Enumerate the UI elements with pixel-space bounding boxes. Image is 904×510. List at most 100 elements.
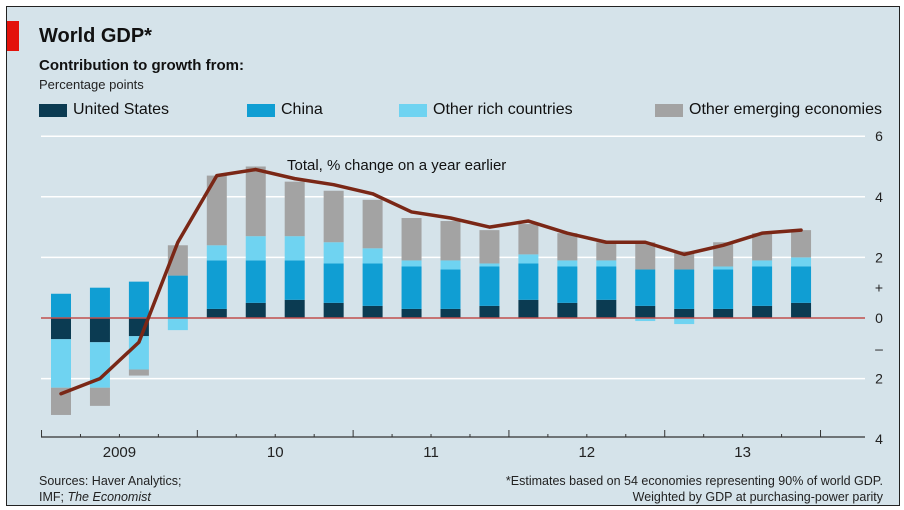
unit-note: Percentage points <box>39 77 144 92</box>
bar-segment-china <box>323 263 344 303</box>
bar-segment-other-emerging-economies <box>128 369 149 376</box>
bar-segment-united-states <box>206 308 227 318</box>
bar-segment-china <box>167 275 188 318</box>
bar-segment-other-rich-countries <box>713 266 734 270</box>
bar-segment-china <box>89 287 110 318</box>
bar-segment-other-emerging-economies <box>752 233 773 261</box>
source-line-1: Sources: Haver Analytics; <box>39 474 182 488</box>
bar-segment-united-states <box>323 302 344 318</box>
bar-segment-china <box>440 269 461 309</box>
bar-segment-united-states <box>752 305 773 318</box>
bar-segment-other-emerging-economies <box>51 387 71 415</box>
bar-segment-united-states <box>440 308 461 318</box>
bar-segment-other-rich-countries <box>596 260 617 267</box>
x-year-label: 2009 <box>103 444 136 461</box>
bar-segment-other-emerging-economies <box>362 199 383 249</box>
total-line <box>59 167 803 396</box>
bar-segment-china <box>791 266 812 303</box>
bar-segment-other-emerging-economies <box>674 251 695 270</box>
bar-segment-united-states <box>674 308 695 318</box>
bar-segment-china <box>401 266 422 309</box>
source-line-2: IMF; The Economist <box>39 489 181 505</box>
x-year-label: 12 <box>578 444 595 461</box>
bar-segment-other-emerging-economies <box>323 190 344 243</box>
chart-title: World GDP* <box>39 25 152 47</box>
footnote-line-2: Weighted by GDP at purchasing-power pari… <box>632 490 883 504</box>
bar-segment-other-emerging-economies <box>440 221 461 261</box>
source-imf: IMF; <box>39 490 68 504</box>
bar-segment-other-emerging-economies <box>518 224 539 255</box>
y-tick-label: 2 <box>875 249 883 265</box>
bar-segment-other-emerging-economies <box>596 242 617 261</box>
bar-segment-united-states <box>596 299 617 318</box>
bar-segment-other-emerging-economies <box>635 242 656 270</box>
legend-swatch-united-states <box>39 103 67 117</box>
bar-segment-china <box>518 263 539 300</box>
source-economist: The Economist <box>67 490 151 504</box>
bar-segment-united-states <box>362 305 383 318</box>
bar-segment-other-rich-countries <box>752 260 773 267</box>
bar-segment-other-rich-countries <box>167 318 188 331</box>
bar-segment-china <box>635 269 656 306</box>
bar-segment-other-rich-countries <box>479 263 500 267</box>
bar-segment-other-emerging-economies <box>401 218 422 261</box>
bar-segment-united-states <box>518 299 539 318</box>
bar-segment-other-rich-countries <box>401 260 422 267</box>
bar-segment-china <box>362 263 383 306</box>
legend-swatch-other-rich <box>399 103 427 117</box>
bar-segment-other-rich-countries <box>128 336 149 370</box>
y-tick-label: 6 <box>875 128 883 144</box>
chart-figure: World GDP* Contribution to growth from: … <box>6 6 900 506</box>
bar-segment-other-emerging-economies <box>479 230 500 264</box>
brand-accent-tab <box>7 21 19 51</box>
bar-segment-united-states <box>479 305 500 318</box>
y-tick-label: – <box>875 340 883 356</box>
bar-segment-china <box>206 260 227 309</box>
bar-segment-united-states <box>557 302 578 318</box>
footnote: *Estimates based on 54 economies represe… <box>506 473 883 505</box>
bar-segment-united-states <box>635 305 656 318</box>
legend-swatch-china <box>247 103 275 117</box>
legend-item-china: China <box>247 101 323 119</box>
bar-segment-united-states <box>791 302 812 318</box>
bar-segment-united-states <box>245 302 266 318</box>
legend-swatch-other-emerging <box>655 103 683 117</box>
bar-segment-china <box>284 260 305 300</box>
y-tick-label: 4 <box>875 189 883 205</box>
bar-segment-other-emerging-economies <box>206 175 227 246</box>
bar-segment-other-emerging-economies <box>791 230 812 258</box>
legend-item-united-states: United States <box>39 101 169 119</box>
footnote-line-1: *Estimates based on 54 economies represe… <box>505 474 883 488</box>
bar-segment-other-rich-countries <box>206 245 227 261</box>
bar-segment-other-rich-countries <box>245 236 266 261</box>
bar-segment-other-rich-countries <box>362 248 383 264</box>
bar-segment-other-emerging-economies <box>557 233 578 261</box>
bar-segment-other-rich-countries <box>674 318 695 325</box>
legend-label-china: China <box>281 101 323 118</box>
legend-label-other-rich: Other rich countries <box>433 101 573 118</box>
y-tick-label: 2 <box>875 371 883 387</box>
bar-segment-china <box>752 266 773 306</box>
bar-segment-united-states <box>51 318 71 340</box>
chart-subtitle: Contribution to growth from: <box>39 57 244 74</box>
bar-segment-other-rich-countries <box>323 242 344 264</box>
bar-segment-china <box>245 260 266 303</box>
bar-segment-other-rich-countries <box>518 254 539 264</box>
bar-segment-other-rich-countries <box>440 260 461 270</box>
bar-segment-united-states <box>284 299 305 318</box>
legend-item-other-emerging: Other emerging economies <box>655 101 882 119</box>
y-tick-label: + <box>875 280 883 296</box>
source-note: Sources: Haver Analytics; IMF; The Econo… <box>39 473 181 505</box>
bar-segment-other-emerging-economies <box>284 181 305 237</box>
x-year-label: 10 <box>267 444 284 461</box>
x-year-label: 13 <box>734 444 751 461</box>
bar-segment-other-rich-countries <box>284 236 305 261</box>
bar-segment-united-states <box>89 318 110 343</box>
bar-segment-other-emerging-economies <box>713 242 734 267</box>
bar-segment-other-rich-countries <box>51 339 71 388</box>
bar-segment-other-rich-countries <box>89 342 110 388</box>
chart-plot-area: 6 4 2 +0 – 2 4 Total, % change on a year earlie… <box>41 128 883 461</box>
total-line-label: Total, % change on a year earlier <box>287 157 506 174</box>
bar-segment-china <box>128 281 149 318</box>
legend-label-other-emerging: Other emerging economies <box>689 101 882 118</box>
